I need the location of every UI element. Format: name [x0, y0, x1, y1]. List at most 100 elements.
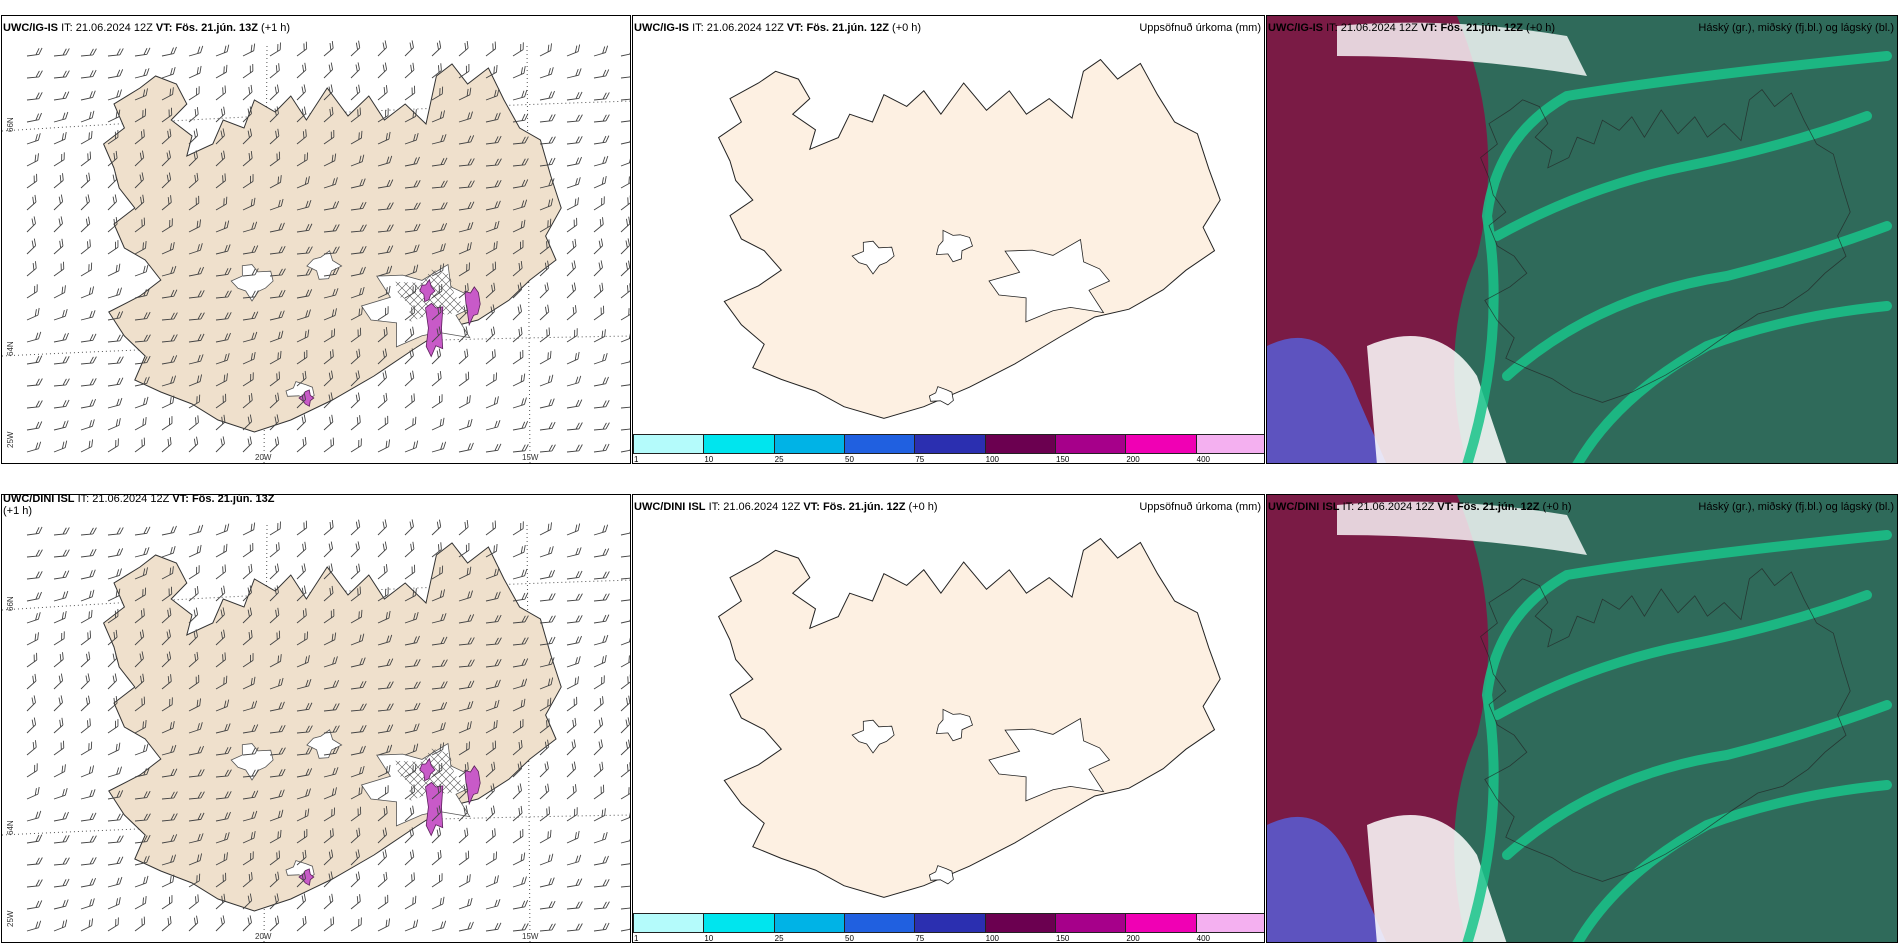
- wind-barb-icon: [188, 354, 204, 365]
- wind-barb-icon: [26, 400, 43, 409]
- wind-barb-icon: [620, 879, 630, 888]
- wind-barb-icon: [188, 674, 200, 690]
- wind-barb-icon: [458, 348, 469, 365]
- graticule: [2, 45, 630, 463]
- wind-barb-icon: [26, 378, 43, 387]
- wind-barb-icon: [431, 86, 444, 101]
- wind-barb-icon: [242, 790, 259, 800]
- wind-barb-icon: [566, 676, 579, 690]
- forecast-offset: (+1 h): [3, 505, 33, 517]
- wind-barb-icon: [269, 222, 285, 233]
- wind-barb-icon: [134, 834, 151, 844]
- wind-barb-icon: [26, 216, 36, 233]
- wind-barb-icon: [188, 722, 203, 734]
- wind-barb-icon: [215, 64, 228, 79]
- wind-barb-icon: [296, 679, 312, 690]
- wind-barb-icon: [431, 805, 441, 822]
- lon-label-20: 20W: [255, 453, 272, 462]
- wind-map[interactable]: [2, 16, 631, 464]
- precip-map[interactable]: [633, 16, 1265, 464]
- wind-barb-icon: [566, 570, 583, 580]
- wind-barb-icon: [458, 87, 472, 101]
- wind-barb-icon: [458, 519, 469, 536]
- wind-barb-icon: [107, 835, 124, 844]
- wind-barb-icon: [512, 592, 529, 602]
- wind-barb-icon: [161, 607, 172, 624]
- wind-barb-icon: [296, 176, 310, 189]
- panel-header: UWC/DINI ISL IT: 21.06.2024 12Z VT: Fös.…: [634, 501, 938, 513]
- wind-barb-icon: [188, 651, 199, 668]
- cloud-map[interactable]: [1267, 16, 1898, 464]
- wind-barb-icon: [566, 593, 583, 602]
- wind-barb-icon: [539, 593, 556, 602]
- wind-barb-icon: [53, 717, 64, 734]
- wind-barb-icon: [107, 766, 122, 778]
- wind-barb-icon: [431, 157, 448, 167]
- wind-barb-icon: [242, 63, 254, 79]
- wind-barb-icon: [188, 128, 199, 145]
- wind-barb-icon: [53, 378, 70, 387]
- wind-barb-icon: [323, 828, 334, 844]
- cloud-map[interactable]: [1267, 495, 1898, 943]
- wind-barb-icon: [269, 893, 279, 910]
- wind-barb-icon: [458, 442, 474, 453]
- wind-barb-icon: [404, 62, 415, 79]
- wind-barb-icon: [404, 223, 421, 233]
- wind-barb-icon: [134, 767, 150, 778]
- wind-barb-icon: [161, 375, 177, 387]
- wind-barb-icon: [620, 613, 630, 624]
- wind-barb-icon: [512, 421, 529, 431]
- wind-barb-icon: [53, 899, 69, 910]
- wind-barb-icon: [188, 219, 202, 233]
- wind-barb-icon: [539, 923, 556, 932]
- wind-barb-icon: [323, 106, 334, 123]
- wind-barb-icon: [296, 541, 307, 558]
- wind-barb-icon: [80, 151, 92, 167]
- wind-barb-icon: [134, 813, 151, 822]
- wind-barb-icon: [485, 761, 496, 778]
- wind-barb-icon: [323, 129, 335, 145]
- wind-barb-icon: [566, 282, 577, 299]
- wind-barb-icon: [296, 223, 313, 233]
- wind-barb-icon: [215, 373, 228, 387]
- precip-map[interactable]: [633, 495, 1265, 943]
- wind-barb-icon: [53, 631, 65, 646]
- wind-barb-icon: [620, 174, 630, 189]
- wind-barb-icon: [323, 201, 340, 211]
- wind-barb-icon: [242, 84, 253, 101]
- wind-barb-icon: [566, 91, 583, 101]
- wind-map[interactable]: [2, 495, 631, 943]
- wind-barb-icon: [512, 179, 529, 189]
- wind-barb-icon: [188, 290, 205, 299]
- it-label: IT:: [708, 501, 721, 513]
- wind-barb-icon: [161, 355, 178, 365]
- wind-barb-icon: [323, 787, 337, 800]
- wind-barb-icon: [80, 548, 97, 558]
- wind-barb-icon: [269, 724, 286, 734]
- wind-barb-icon: [323, 84, 333, 101]
- wind-barb-icon: [458, 395, 471, 409]
- wind-barb-icon: [296, 768, 313, 778]
- wind-barb-icon: [539, 522, 552, 536]
- wind-barb-icon: [107, 69, 124, 79]
- colorbar-swatch: [633, 913, 705, 933]
- wind-barb-icon: [620, 238, 630, 255]
- wind-barb-icon: [377, 370, 387, 387]
- wind-barb-icon: [539, 657, 555, 668]
- wind-barb-icon: [485, 200, 501, 211]
- vt-label: VT:: [172, 494, 189, 505]
- wind-barb-icon: [269, 245, 286, 255]
- wind-barb-icon: [593, 353, 608, 365]
- wind-barb-icon: [296, 829, 308, 844]
- wind-barb-icon: [215, 267, 232, 277]
- wind-barb-icon: [620, 154, 630, 167]
- wind-barb-icon: [620, 46, 630, 57]
- wind-barb-icon: [404, 612, 419, 624]
- wind-barb-icon: [512, 637, 529, 646]
- wind-barb-icon: [269, 915, 280, 932]
- model-name: UWC/IG-IS: [3, 22, 58, 34]
- wind-barb-icon: [134, 547, 150, 558]
- wind-barb-icon: [242, 245, 259, 255]
- wind-barb-icon: [431, 243, 446, 255]
- precip-colorbar: 1 10 25 50 75 100 150 200 400: [633, 913, 1264, 942]
